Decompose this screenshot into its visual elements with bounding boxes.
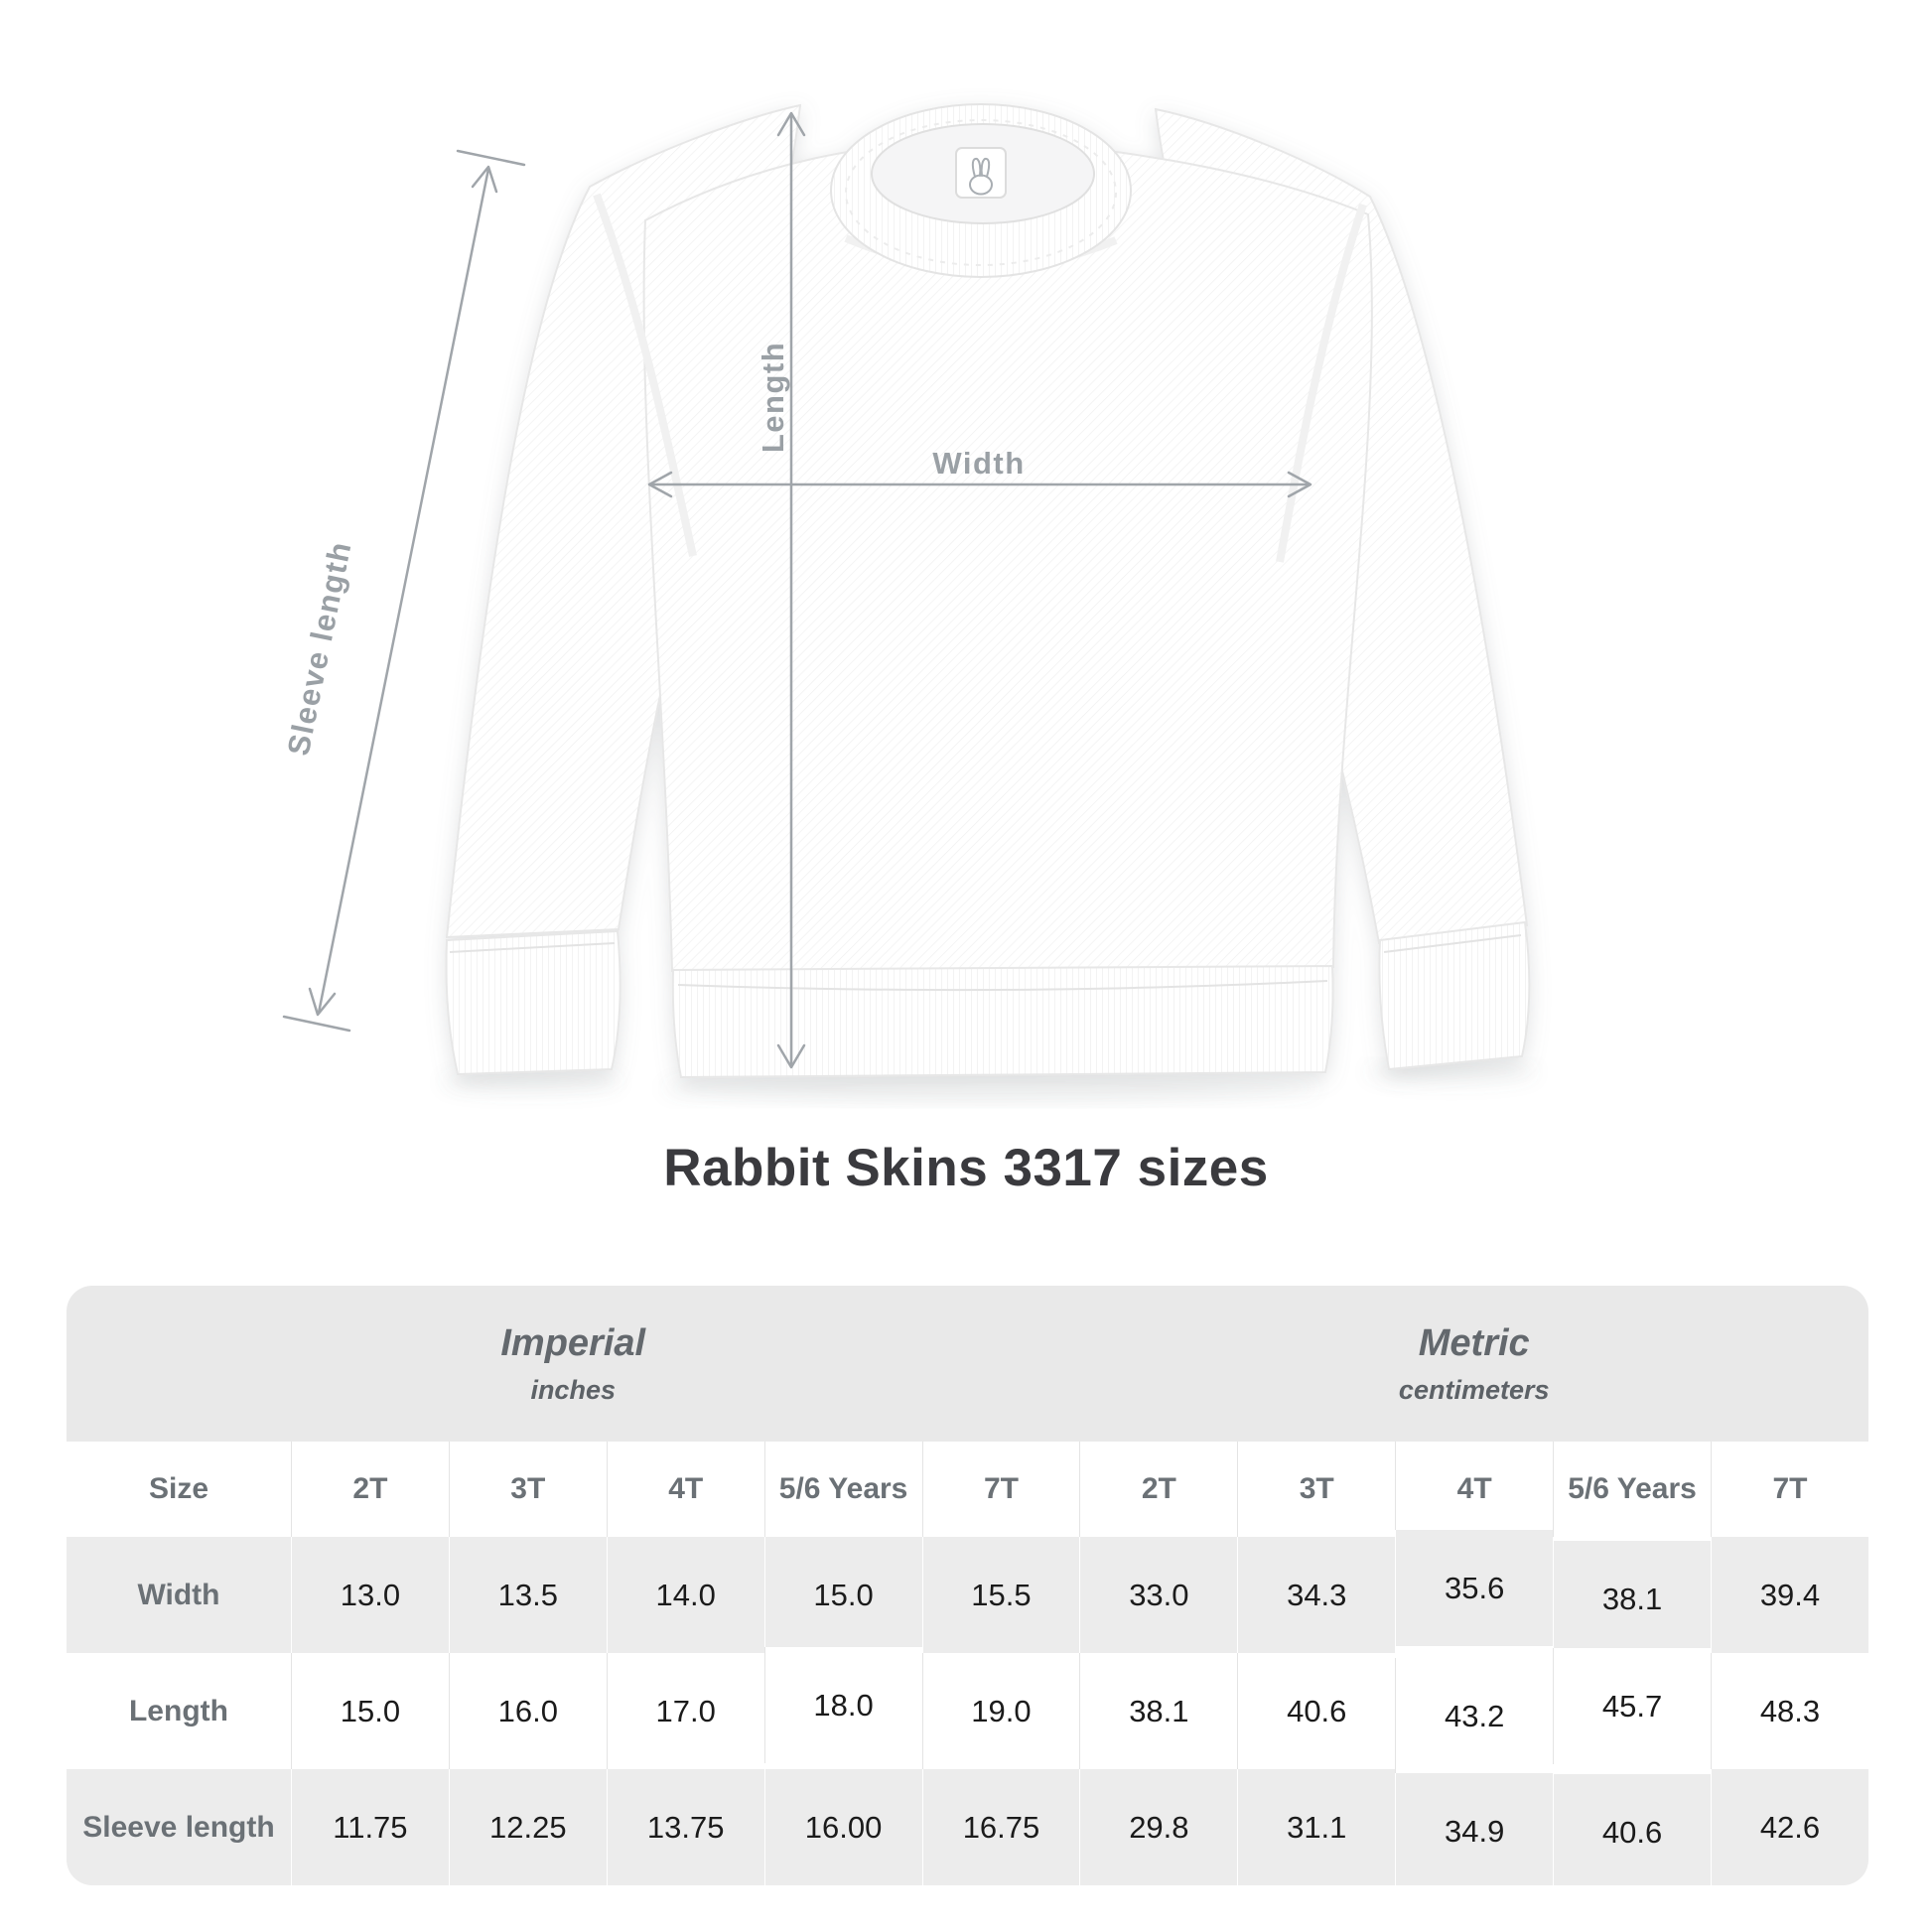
table-cell: 34.3	[1237, 1537, 1396, 1653]
table-cell: 18.0	[763, 1647, 922, 1763]
collar	[830, 103, 1132, 278]
width-arrow	[647, 471, 1312, 498]
row-label: Width	[67, 1537, 291, 1653]
armhole-seam-left	[593, 193, 697, 557]
table-cell: 42.6	[1710, 1769, 1868, 1885]
unit-header-row: Imperial inches Metric centimeters	[67, 1286, 1868, 1442]
sweatshirt-graphic	[445, 103, 1531, 1079]
width-label: Width	[932, 446, 1025, 481]
table-row-sleeve-length: Sleeve length 11.75 12.25 13.75 16.00 16…	[67, 1769, 1868, 1885]
table-cell: 13.5	[448, 1537, 607, 1653]
col-metric-3t: 3T	[1237, 1442, 1396, 1537]
size-header: Size	[67, 1442, 291, 1537]
table-cell: 38.1	[1079, 1653, 1238, 1769]
table-cell: 11.75	[290, 1769, 449, 1885]
table-cell: 33.0	[1079, 1537, 1238, 1653]
table-cell: 16.75	[921, 1769, 1080, 1885]
table-cell: 16.00	[763, 1769, 922, 1885]
sweatshirt-diagram: Length Width Sleeve length	[281, 103, 1536, 1104]
size-table: Imperial inches Metric centimeters Size …	[67, 1286, 1868, 1885]
table-cell: 35.6	[1395, 1530, 1554, 1646]
left-cuff	[445, 929, 621, 1076]
collar-stitching	[845, 119, 1117, 266]
table-cell: 29.8	[1079, 1769, 1238, 1885]
hem-seam	[677, 980, 1328, 992]
right-cuff-seam	[1383, 934, 1522, 953]
table-cell: 15.0	[290, 1653, 449, 1769]
length-arrow	[776, 111, 806, 1069]
length-label: Length	[756, 342, 790, 453]
table-cell: 39.4	[1710, 1537, 1868, 1653]
col-imperial-2t: 2T	[290, 1442, 449, 1537]
table-cell: 12.25	[448, 1769, 607, 1885]
col-imperial-7t: 7T	[921, 1442, 1080, 1537]
page-title: Rabbit Skins 3317 sizes	[663, 1139, 1269, 1197]
table-cell: 31.1	[1237, 1769, 1396, 1885]
metric-label: Metric	[1418, 1321, 1530, 1364]
metric-header: Metric centimeters	[1079, 1286, 1868, 1442]
rabbit-logo-icon	[969, 157, 993, 196]
row-label: Sleeve length	[67, 1769, 291, 1885]
col-imperial-3t: 3T	[448, 1442, 607, 1537]
right-cuff	[1378, 920, 1531, 1071]
table-cell: 14.0	[606, 1537, 764, 1653]
table-cell: 40.6	[1553, 1774, 1711, 1885]
col-imperial-56y: 5/6 Years	[763, 1442, 922, 1537]
hem-band	[671, 964, 1334, 1079]
sleeve-arrow-bottom-tick	[282, 1015, 351, 1033]
size-diagram: Length Width Sleeve length	[281, 103, 1536, 1104]
col-imperial-4t: 4T	[606, 1442, 764, 1537]
metric-unit: centimeters	[1398, 1374, 1550, 1405]
armhole-seam-right	[1276, 203, 1367, 563]
table-cell: 43.2	[1395, 1658, 1554, 1774]
sleeve-length-label: Sleeve length	[281, 538, 358, 759]
table-cell: 19.0	[921, 1653, 1080, 1769]
table-cell: 15.5	[921, 1537, 1080, 1653]
imperial-label: Imperial	[500, 1321, 646, 1364]
table-cell: 38.1	[1553, 1541, 1711, 1657]
table-cell: 13.75	[606, 1769, 764, 1885]
col-metric-56y: 5/6 Years	[1553, 1442, 1711, 1537]
imperial-header: Imperial inches	[67, 1286, 1080, 1442]
table-row-length: Length 15.0 16.0 17.0 18.0 19.0 38.1 40.…	[67, 1647, 1868, 1774]
left-cuff-seam	[449, 942, 616, 953]
ground-shadow	[442, 1061, 1536, 1104]
column-header-row: Size 2T 3T 4T 5/6 Years 7T 2T 3T 4T 5/6 …	[67, 1442, 1868, 1537]
table-row-width: Width 13.0 13.5 14.0 15.0 15.5 33.0 34.3…	[67, 1530, 1868, 1657]
imperial-unit: inches	[530, 1374, 616, 1405]
table-cell: 13.0	[290, 1537, 449, 1653]
table-cell: 45.7	[1553, 1648, 1711, 1764]
col-metric-4t: 4T	[1395, 1442, 1554, 1537]
sleeve-arrow-top-tick	[456, 149, 526, 167]
table-cell: 15.0	[763, 1537, 922, 1653]
table-cell: 16.0	[448, 1653, 607, 1769]
table-cell: 48.3	[1710, 1653, 1868, 1769]
sleeve-length-arrow	[282, 149, 526, 1033]
col-metric-7t: 7T	[1710, 1442, 1868, 1537]
table-cell: 17.0	[606, 1653, 764, 1769]
table-cell: 40.6	[1237, 1653, 1396, 1769]
row-label: Length	[67, 1653, 291, 1769]
col-metric-2t: 2T	[1079, 1442, 1238, 1537]
table-cell: 34.9	[1395, 1773, 1554, 1885]
